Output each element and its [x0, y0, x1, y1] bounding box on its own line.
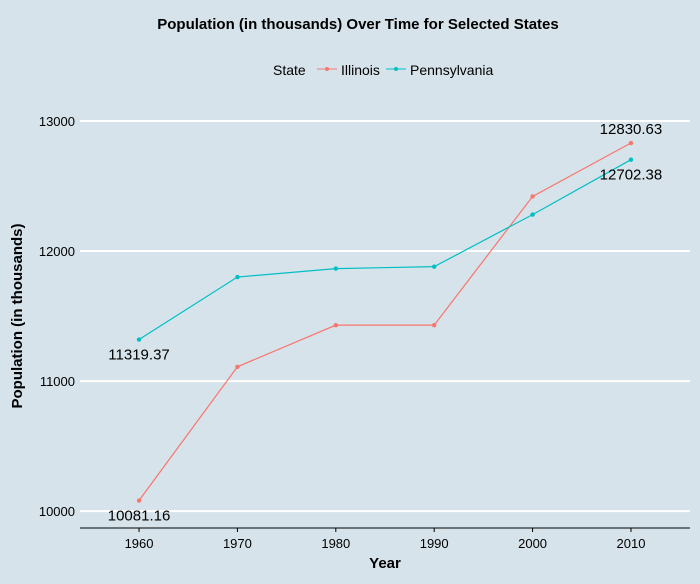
x-tick-label-1990: 1990	[420, 536, 449, 551]
data-point-illinois-2010	[628, 140, 634, 146]
data-point-illinois-1970	[235, 364, 240, 369]
data-point-pennsylvania-2010	[628, 157, 634, 162]
legend-label-pennsylvania: Pennsylvania	[410, 62, 493, 78]
data-label-illinois-1960: 10081.16	[108, 508, 171, 525]
data-point-pennsylvania-1970	[235, 274, 240, 280]
data-point-pennsylvania-1960	[136, 337, 142, 342]
legend-item-illinois: Illinois	[317, 62, 380, 78]
data-label-illinois-2010: 12830.63	[600, 121, 663, 138]
legend-item-pennsylvania: Pennsylvania	[386, 62, 493, 78]
y-tick-labels: 10000 11000 12000 13000	[39, 114, 75, 519]
legend-key-point-illinois	[325, 67, 329, 71]
axes	[80, 527, 690, 532]
x-tick-label-1970: 1970	[223, 536, 252, 551]
data-point-illinois-1960	[136, 498, 142, 503]
y-tick-label-11000: 11000	[40, 374, 75, 389]
legend-label-illinois: Illinois	[341, 62, 380, 78]
x-tick-label-2010: 2010	[617, 536, 646, 551]
series-line-pennsylvania	[138, 159, 632, 341]
data-point-illinois-1980	[333, 322, 339, 328]
x-tick-labels: 1960 1970 1980 1990 2000 2010	[125, 536, 646, 551]
series-group	[136, 140, 634, 503]
x-tick-label-1960: 1960	[125, 536, 154, 551]
data-point-pennsylvania-2000	[530, 212, 535, 217]
data-label-pennsylvania-2010: 12702.38	[600, 167, 663, 184]
legend: State Illinois Pennsylvania	[273, 62, 493, 78]
data-point-illinois-1990	[431, 322, 437, 328]
legend-title: State	[273, 62, 306, 78]
data-point-pennsylvania-1990	[431, 264, 437, 269]
y-axis-title: Population (in thousands)	[9, 224, 26, 409]
y-tick-label-10000: 10000	[39, 504, 75, 519]
y-tick-label-12000: 12000	[39, 244, 75, 259]
x-axis-title: Year	[369, 555, 401, 572]
series-line-illinois	[138, 142, 632, 501]
x-tick-label-2000: 2000	[518, 536, 547, 551]
legend-key-point-pennsylvania	[394, 67, 398, 71]
x-tick-label-1980: 1980	[321, 536, 350, 551]
chart-title: Population (in thousands) Over Time for …	[157, 16, 558, 33]
data-point-pennsylvania-1980	[333, 266, 339, 271]
gridlines	[80, 120, 690, 513]
data-label-pennsylvania-1960: 11319.37	[108, 347, 169, 364]
data-point-illinois-2000	[530, 194, 535, 199]
data-labels: 10081.16 12830.63 11319.37 12702.38	[108, 121, 663, 525]
y-tick-label-13000: 13000	[39, 114, 75, 129]
